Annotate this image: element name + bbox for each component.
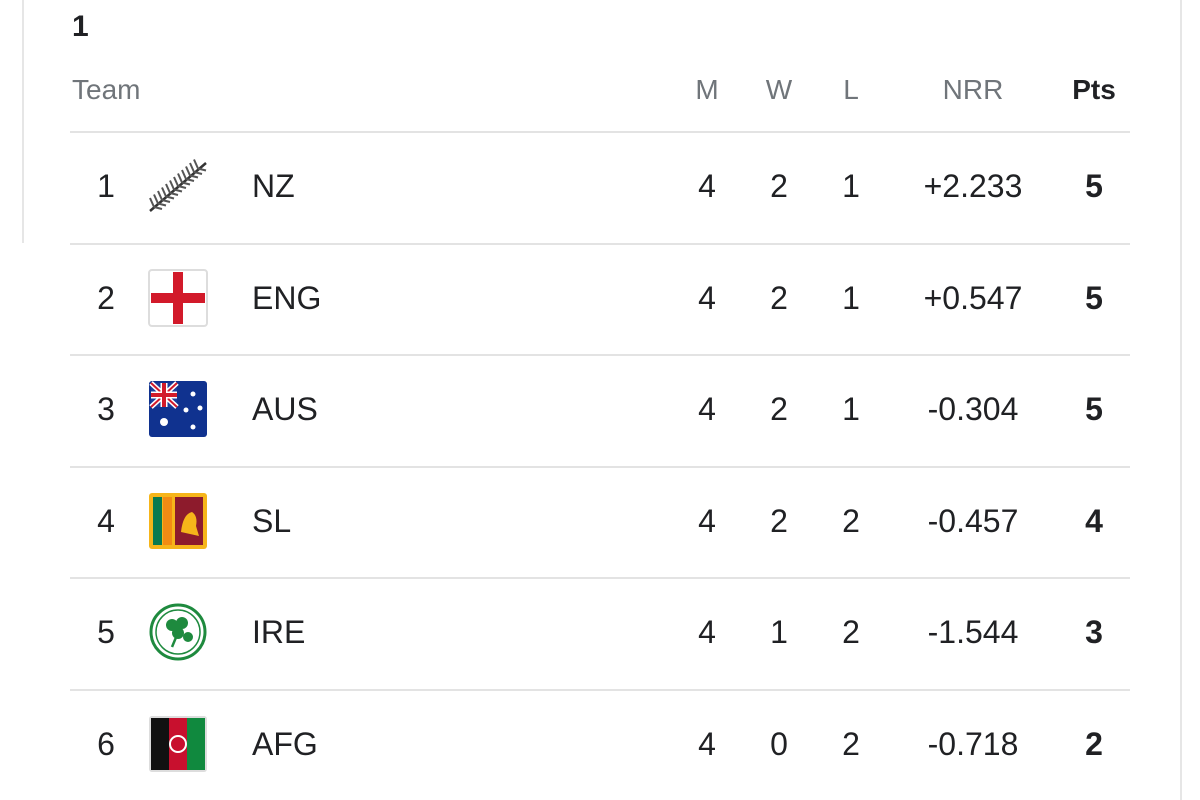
rank: 4	[97, 502, 115, 539]
stat-cell: 4	[1085, 502, 1103, 539]
rank: 2	[97, 279, 115, 316]
card-edge	[22, 0, 24, 243]
stat-cell: 2	[842, 502, 860, 539]
stat-cell: 1	[842, 168, 860, 204]
stat-cell: -1.544	[927, 614, 1019, 651]
stat-cell: 4	[698, 502, 716, 539]
stat-cell: 4	[698, 168, 716, 204]
group-title: 1	[72, 10, 89, 43]
row-divider	[70, 689, 1130, 691]
table-row: 1 NZ 4 2 1 +2.233 5	[0, 131, 1200, 242]
row-divider	[70, 577, 1130, 580]
row-divider	[70, 465, 1130, 468]
team-name: SL	[252, 502, 292, 539]
stat-cell: 2	[842, 726, 860, 762]
rank: 1	[97, 168, 115, 204]
stat-cell: 2	[770, 168, 788, 204]
team-flag	[148, 268, 208, 327]
table-row: 3 AUS 4 2 1 -0.304 5	[0, 354, 1200, 465]
table-row: 5 IRE 4 1 2 -1.544 3	[0, 577, 1200, 688]
stat-cell: 4	[698, 391, 716, 428]
team-flag	[148, 380, 208, 438]
stat-cell: 0	[770, 726, 788, 762]
rank: 3	[97, 391, 115, 428]
stat-cell: 5	[1085, 391, 1103, 428]
header-cell: L	[843, 74, 859, 105]
stat-cell: -0.718	[927, 726, 1019, 762]
stat-cell: 1	[770, 614, 788, 651]
stat-cell: 4	[698, 279, 716, 316]
table-row: 2 ENG 4 2 1 +0.547 5	[0, 243, 1200, 354]
team-name: AFG	[252, 726, 318, 762]
stat-cell: 2	[842, 614, 860, 651]
stat-cell: 2	[770, 502, 788, 539]
header-cell: W	[765, 74, 793, 105]
table-row: 6 AFG 4 0 2 -0.718 2	[0, 689, 1200, 800]
team-name: ENG	[252, 279, 322, 316]
team-name: NZ	[252, 168, 295, 204]
stat-cell: -0.457	[927, 502, 1019, 539]
stat-cell: -0.304	[927, 391, 1019, 428]
stat-cell: 1	[842, 391, 860, 428]
team-name: AUS	[252, 391, 318, 428]
team-flag	[148, 157, 208, 215]
header-team: Team	[72, 74, 141, 105]
team-flag	[148, 715, 208, 773]
stat-cell: 4	[698, 726, 716, 762]
header-cell: M	[695, 74, 719, 105]
stat-cell: 2	[770, 391, 788, 428]
rank: 5	[97, 614, 115, 651]
stat-cell: 5	[1085, 168, 1103, 204]
stat-cell: 2	[770, 279, 788, 316]
header-cell: Pts	[1072, 74, 1116, 105]
standings-card	[22, 0, 1182, 800]
stat-cell: +2.233	[923, 168, 1023, 204]
row-divider	[70, 354, 1130, 357]
team-flag	[148, 492, 208, 550]
stat-cell: 3	[1085, 614, 1103, 651]
stat-cell: 4	[698, 614, 716, 651]
row-divider	[70, 242, 1130, 245]
stat-cell: 2	[1085, 726, 1103, 762]
header-cell: NRR	[942, 74, 1004, 105]
stat-cell: +0.547	[923, 279, 1023, 316]
table-row: 4 SL 4 2 2 -0.457 4	[0, 466, 1200, 577]
row-divider	[70, 131, 1130, 133]
team-name: IRE	[252, 614, 306, 651]
stat-cell: 1	[842, 279, 860, 316]
stat-cell: 5	[1085, 279, 1103, 316]
rank: 6	[97, 726, 115, 762]
team-flag	[148, 603, 208, 661]
